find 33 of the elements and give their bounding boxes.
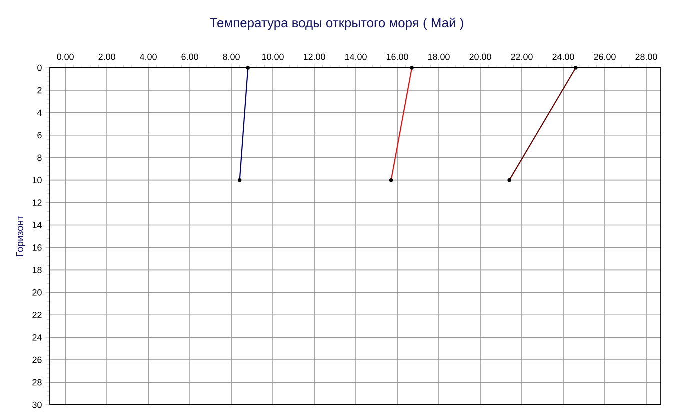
y-tick-label: 18 bbox=[32, 267, 42, 274]
y-tick-label: 28 bbox=[32, 379, 42, 386]
x-tick-label: 14.00 bbox=[345, 54, 367, 60]
y-tick-label: 2 bbox=[38, 87, 42, 94]
y-tick-label: 20 bbox=[32, 289, 42, 296]
y-tick-label: 24 bbox=[32, 334, 42, 341]
y-tick-label: 4 bbox=[37, 110, 42, 116]
x-tick-label: 10.00 bbox=[262, 54, 284, 60]
y-tick-label: 8 bbox=[38, 154, 42, 162]
x-tick-label: 4.00 bbox=[140, 54, 157, 60]
y-tick-label: 30 bbox=[32, 402, 42, 408]
x-tick-label: 22.00 bbox=[511, 54, 533, 60]
chart-title: Температура воды открытого моря ( Май ) bbox=[210, 18, 464, 30]
y-tick-label: 6 bbox=[38, 132, 42, 139]
y-axis-title: Горизонт bbox=[16, 216, 26, 256]
y-tick-label: 12 bbox=[32, 200, 42, 206]
y-tick-label: 0 bbox=[38, 64, 42, 72]
x-tick-label: 8.00 bbox=[223, 54, 240, 60]
y-tick-label: 26 bbox=[32, 356, 42, 364]
x-tick-label: 18.00 bbox=[428, 54, 450, 60]
x-tick-label: 28.00 bbox=[636, 54, 658, 60]
x-tick-label: 24.00 bbox=[552, 54, 574, 60]
y-tick-label: 10 bbox=[32, 177, 42, 184]
x-tick-label: 20.00 bbox=[470, 54, 492, 60]
y-tick-label: 16 bbox=[32, 244, 42, 251]
x-tick-label: 16.00 bbox=[386, 54, 408, 60]
y-tick-label: 22 bbox=[32, 312, 42, 318]
x-tick-label: 2.00 bbox=[98, 54, 116, 60]
y-tick-label: 14 bbox=[32, 222, 42, 228]
x-tick-label: 6.00 bbox=[182, 54, 198, 60]
x-tick-label: 26.00 bbox=[594, 54, 616, 60]
x-tick-label: 12.00 bbox=[304, 54, 326, 60]
x-tick-label: 0.00 bbox=[57, 54, 74, 60]
